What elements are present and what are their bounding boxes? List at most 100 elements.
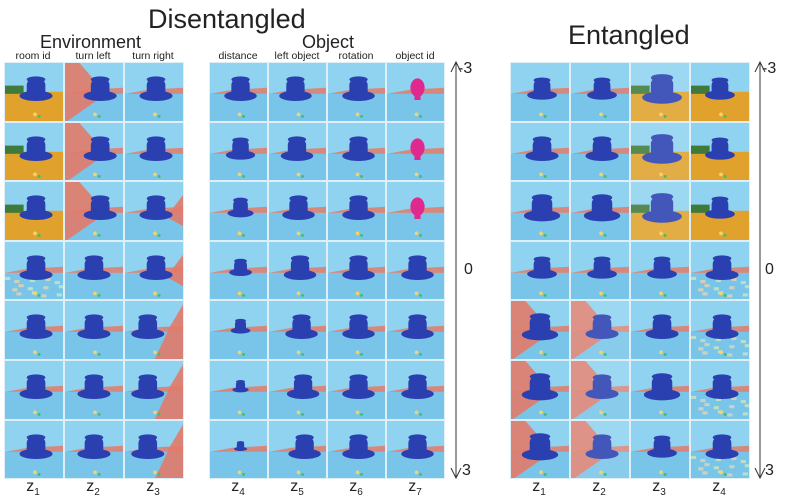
generated-frame <box>510 300 570 360</box>
generated-frame <box>570 300 630 360</box>
generated-frame <box>570 62 630 122</box>
entangled-image-grid <box>510 62 750 480</box>
entangled-scale-middle: 0 <box>765 261 774 278</box>
generated-frame <box>124 300 184 360</box>
generated-frame <box>630 181 690 241</box>
generated-frame <box>510 181 570 241</box>
generated-frame <box>268 360 327 420</box>
column-label-left-object: left object <box>274 50 320 62</box>
generated-frame <box>4 240 64 301</box>
disentangled-scale-bottom: 3 <box>462 462 471 479</box>
generated-frame <box>510 419 570 480</box>
generated-frame <box>209 62 268 122</box>
generated-frame <box>690 181 750 241</box>
latent-label-z3: z3 <box>146 478 160 499</box>
generated-frame <box>690 419 750 480</box>
generated-frame <box>690 360 750 420</box>
entangled-latent-label-z4: z4 <box>712 478 726 499</box>
generated-frame <box>386 419 445 480</box>
entangled-scale-bottom: 3 <box>765 462 774 479</box>
generated-frame <box>386 121 445 182</box>
generated-frame <box>4 181 64 241</box>
object-heading: Object <box>302 32 355 52</box>
generated-frame <box>124 419 184 480</box>
generated-frame <box>209 360 268 420</box>
generated-frame <box>4 62 64 122</box>
generated-frame <box>690 300 750 360</box>
generated-frame <box>64 240 124 301</box>
latent-label-z5: z5 <box>290 478 304 499</box>
disentangled-scale-arrow <box>450 60 462 480</box>
generated-frame <box>209 181 268 241</box>
latent-label-z6: z6 <box>349 478 363 499</box>
column-label-room-id: room id <box>15 50 51 62</box>
generated-frame <box>124 181 184 241</box>
generated-frame <box>64 181 124 241</box>
generated-frame <box>510 62 570 122</box>
generated-frame <box>268 300 327 360</box>
object-image-grid <box>209 62 445 480</box>
generated-frame <box>630 360 690 420</box>
generated-frame <box>64 121 124 182</box>
generated-frame <box>630 300 690 360</box>
generated-frame <box>570 240 630 301</box>
entangled-latent-label-z2: z2 <box>592 478 606 499</box>
generated-frame <box>64 62 124 122</box>
disentangled-scale-middle: 0 <box>464 261 473 278</box>
generated-frame <box>268 121 327 182</box>
generated-frame <box>690 121 750 182</box>
generated-frame <box>327 300 386 360</box>
generated-frame <box>570 181 630 241</box>
generated-frame <box>386 181 445 241</box>
generated-frame <box>268 240 327 301</box>
generated-frame <box>327 62 386 122</box>
generated-frame <box>690 62 750 122</box>
generated-frame <box>124 121 184 182</box>
generated-frame <box>690 240 750 301</box>
generated-frame <box>209 300 268 360</box>
generated-frame <box>510 121 570 182</box>
generated-frame <box>124 360 184 420</box>
generated-frame <box>209 419 268 480</box>
generated-frame <box>327 181 386 241</box>
generated-frame <box>64 300 124 360</box>
entangled-latent-label-z1: z1 <box>532 478 546 499</box>
generated-frame <box>570 360 630 420</box>
generated-frame <box>268 181 327 241</box>
generated-frame <box>630 419 690 480</box>
generated-frame <box>64 360 124 420</box>
generated-frame <box>268 62 327 122</box>
generated-frame <box>386 62 445 122</box>
generated-frame <box>209 240 268 301</box>
column-label-rotation: rotation <box>338 50 374 62</box>
generated-frame <box>4 121 64 182</box>
environment-image-grid <box>4 62 184 480</box>
column-label-distance: distance <box>218 50 258 62</box>
generated-frame <box>570 419 630 480</box>
disentangled-heading: Disentangled <box>148 4 306 34</box>
latent-label-z1: z1 <box>26 478 40 499</box>
generated-frame <box>124 240 184 301</box>
generated-frame <box>510 360 570 420</box>
generated-frame <box>4 300 64 360</box>
column-label-object-id: object id <box>395 50 435 62</box>
column-label-turn-left: turn left <box>75 50 111 62</box>
generated-frame <box>268 419 327 480</box>
environment-heading: Environment <box>40 32 142 52</box>
generated-frame <box>124 62 184 122</box>
generated-frame <box>386 300 445 360</box>
generated-frame <box>327 419 386 480</box>
entangled-latent-label-z3: z3 <box>652 478 666 499</box>
column-label-turn-right: turn right <box>132 50 174 62</box>
latent-label-z7: z7 <box>408 478 422 499</box>
disentangled-scale-top: -3 <box>458 60 473 77</box>
generated-frame <box>327 360 386 420</box>
generated-frame <box>64 419 124 480</box>
generated-frame <box>510 240 570 301</box>
generated-frame <box>570 121 630 182</box>
generated-frame <box>386 360 445 420</box>
entangled-scale-arrow <box>754 60 766 480</box>
latent-label-z4: z4 <box>231 478 245 499</box>
entangled-scale-top: -3 <box>762 60 777 77</box>
generated-frame <box>4 360 64 420</box>
